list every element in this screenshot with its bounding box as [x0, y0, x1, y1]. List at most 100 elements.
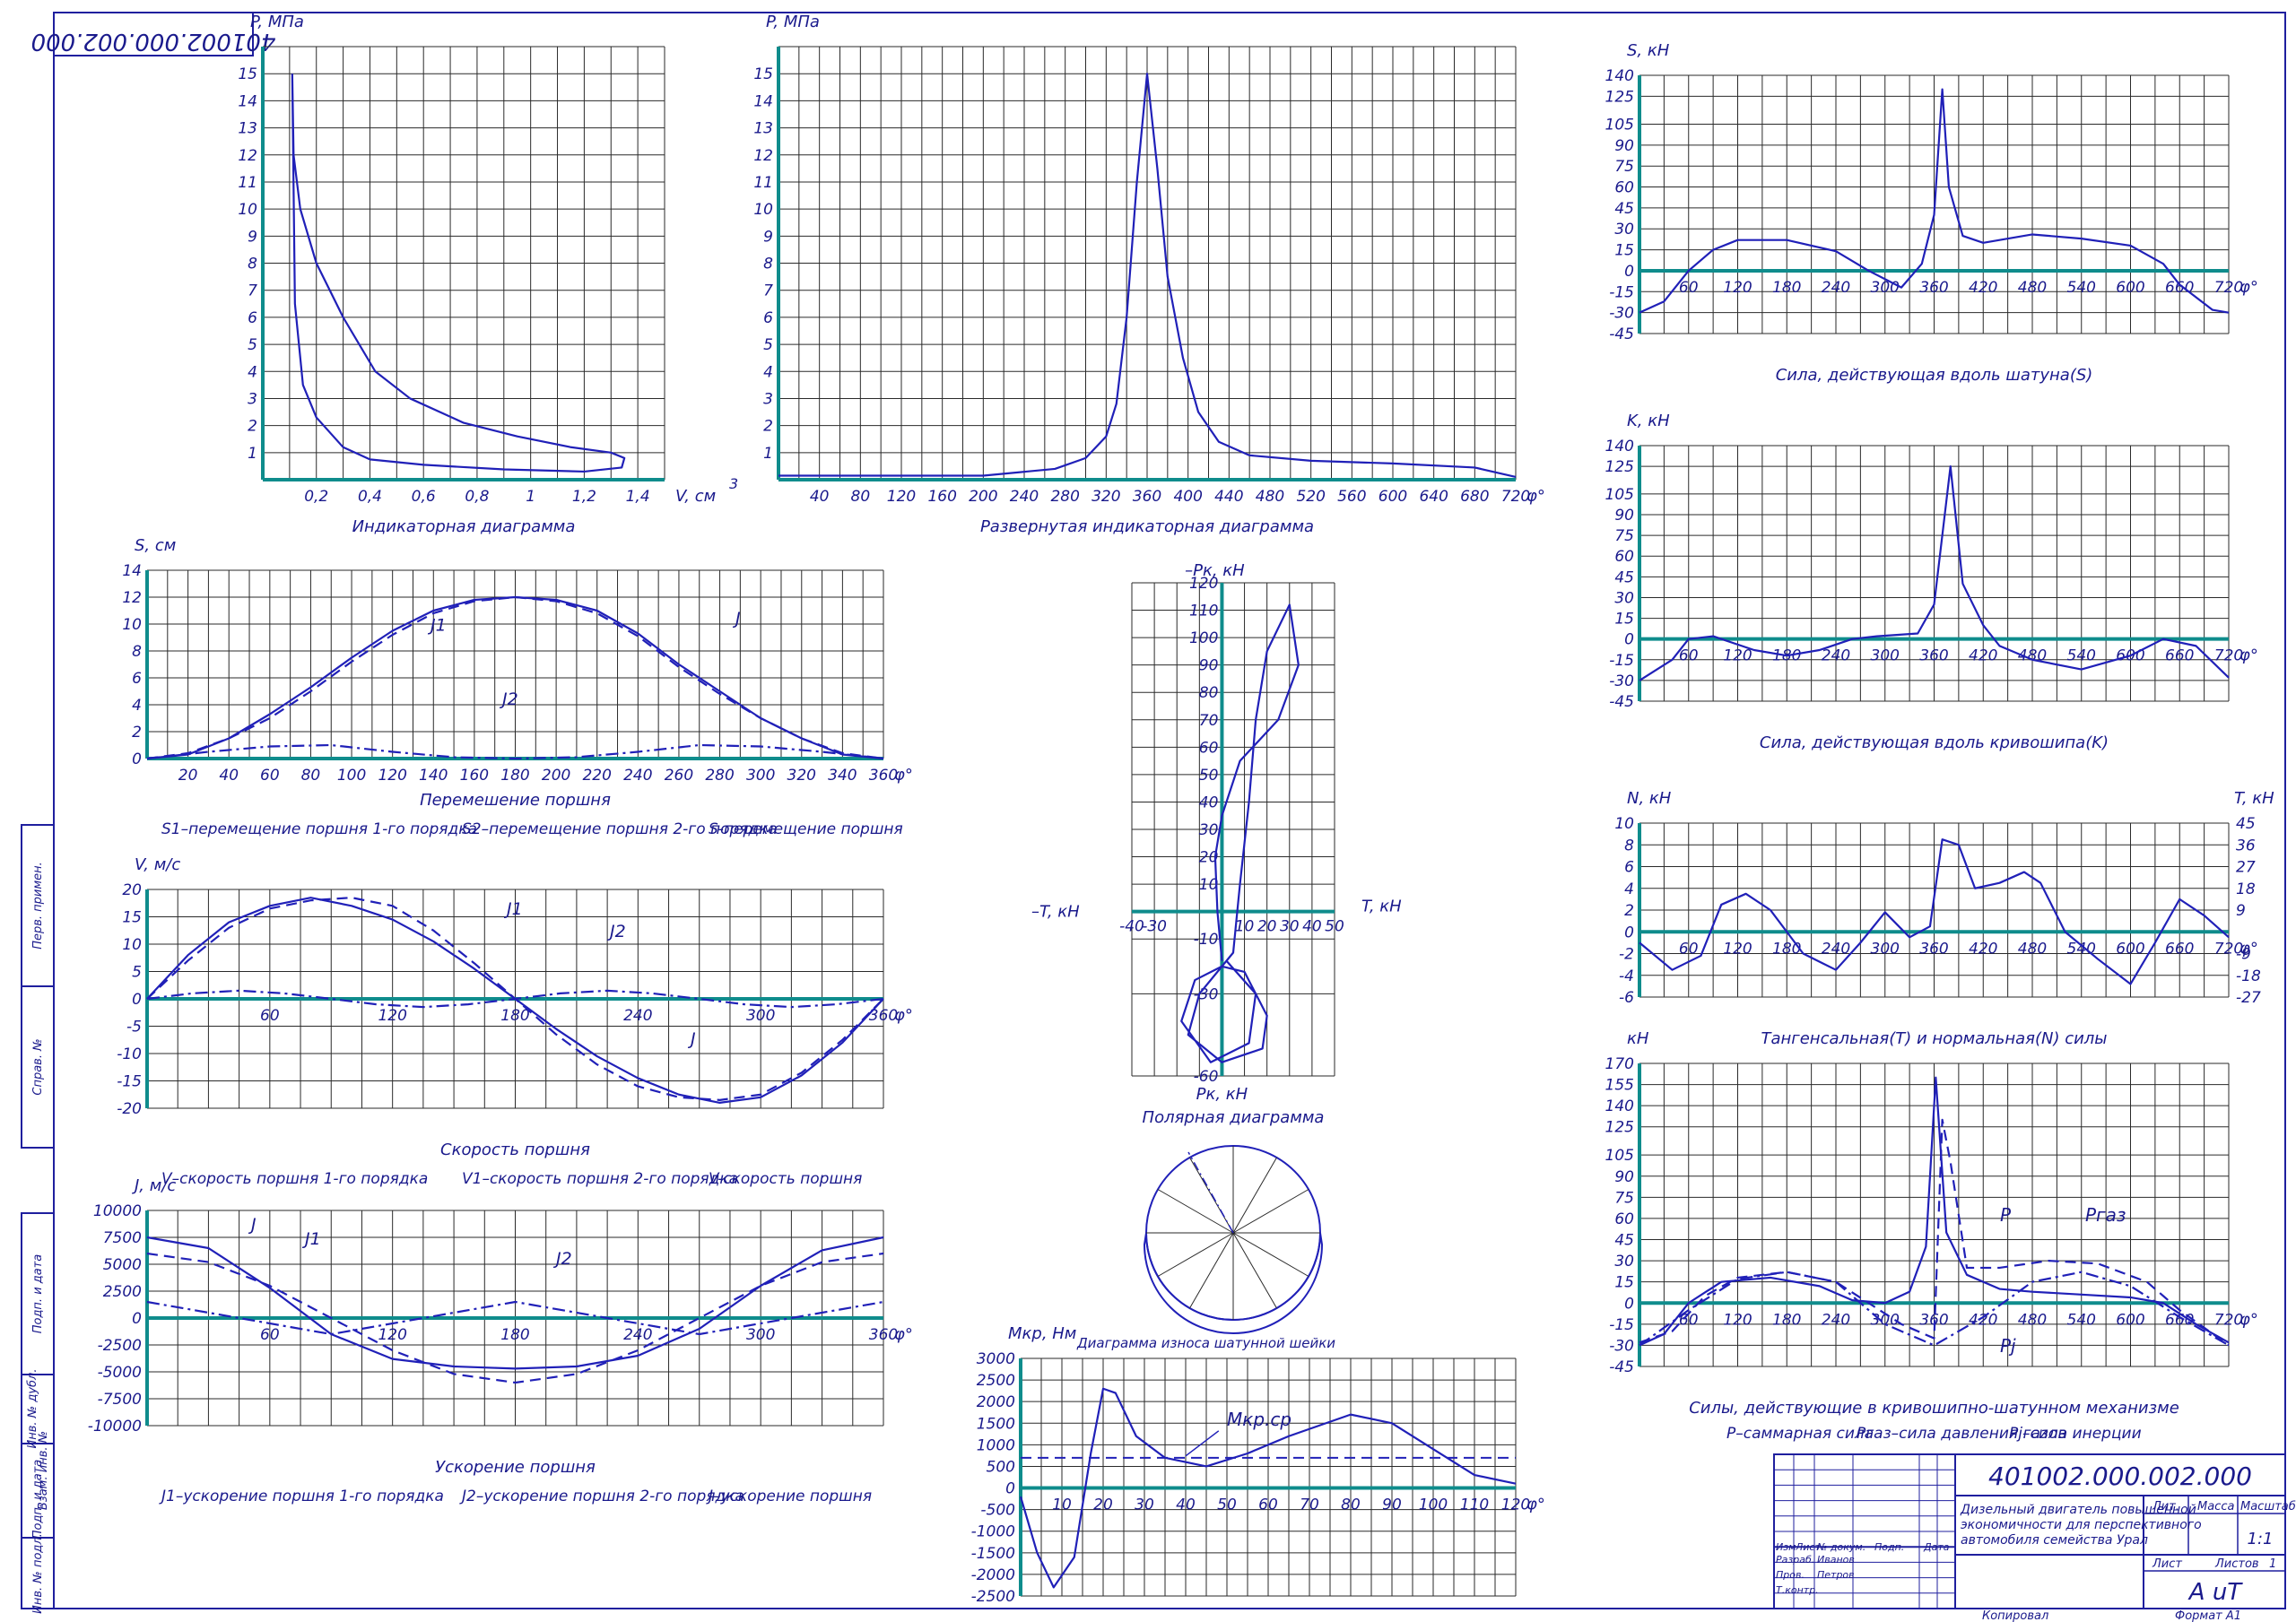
y-tick-label: -5 — [126, 1019, 142, 1037]
series-line-J2 — [146, 1300, 884, 1336]
x-tick-label: 520 — [1296, 488, 1325, 506]
chart-force_S: 60 120 180 240 300 360 420 480 540 600 660 720-45-3… — [1605, 41, 2258, 385]
x-tick-label: 240 — [1822, 940, 1850, 958]
y-tick-label: 90 — [1614, 507, 1634, 525]
y-tick-label: 10 — [753, 201, 773, 219]
y-right-tick-label: -9 — [2236, 946, 2251, 964]
legend-text: J–ускорение поршня — [706, 1488, 872, 1505]
sheet-frame — [53, 12, 2286, 1609]
chart-title: Ускорение поршня — [435, 1458, 596, 1477]
x-tick-label: 40 — [810, 488, 830, 506]
chart-crank_forces: 60 120 180 240 300 360 420 480 540 600 660 720-45-3… — [1605, 1029, 2258, 1443]
title-block-title: Дизельный двигатель повышенной — [1960, 1503, 2196, 1517]
x-axis-label: φ° — [894, 766, 913, 785]
y-tick-label: 11 — [238, 174, 257, 192]
x-tick-label: 360 — [1919, 279, 1948, 297]
x-tick-label: 360 — [1919, 940, 1948, 958]
series-line-V2 — [146, 989, 884, 1009]
y-tick-label: 30 — [1614, 221, 1634, 239]
y-tick-label: -2500 — [98, 1337, 142, 1355]
x-tick-label: 300 — [1871, 279, 1900, 297]
x-tick-label: 300 — [1871, 1311, 1900, 1329]
x-tick-label: -40 — [1119, 918, 1144, 936]
x-tick-label: 1,2 — [572, 488, 596, 506]
legend-text: V–скорость поршня 1-го порядка — [161, 1170, 428, 1188]
y-tick-label: 3000 — [977, 1350, 1015, 1368]
sheets-value: 1 — [2269, 1557, 2276, 1571]
chart-grid — [1639, 1063, 2230, 1367]
x-tick-label: 40 — [1302, 918, 1322, 936]
y-tick-label: -60 — [1194, 1068, 1219, 1086]
y-tick-label: 3 — [248, 390, 257, 408]
y-tick-label: 30 — [1199, 821, 1219, 839]
x-tick-label: 60 — [1679, 279, 1699, 297]
x-tick-label: 180 — [500, 1007, 529, 1025]
legend-text: S1–перемещение поршня 1-го порядка — [161, 820, 477, 838]
y-tick-label: 8 — [1624, 837, 1634, 854]
x-tick-label: 0,4 — [358, 488, 382, 506]
side-label: Взам. инв. № — [37, 1431, 50, 1510]
chart-grid — [262, 46, 665, 481]
y-tick-label: 90 — [1614, 137, 1634, 155]
y-tick-label: 110 — [1189, 603, 1218, 620]
y-tick-label: 6 — [763, 309, 773, 327]
title-block-name: Петров — [1817, 1569, 1855, 1581]
x-tick-label: 420 — [1969, 1311, 1997, 1329]
x-tick-label: 120 — [1501, 1496, 1530, 1514]
x-tick-label: 20 — [1257, 918, 1277, 936]
chart-polar: -40-30 10 20 30 40 50-60-30-10102030405060708… — [1031, 561, 1402, 1127]
y-tick-label: 105 — [1605, 486, 1634, 504]
x-tick-label: 80 — [301, 767, 321, 785]
wear-spoke — [1189, 1157, 1234, 1234]
series-line-J1 — [146, 1252, 884, 1384]
side-label: Инв. № подл. — [31, 1533, 45, 1614]
side-label: Подп. и дата — [31, 1460, 45, 1540]
wear-spoke — [1232, 1189, 1309, 1234]
y-tick-label: 8 — [763, 256, 773, 273]
x-tick-label: 600 — [2116, 279, 2144, 297]
copied-label: Копировал — [1982, 1609, 2048, 1622]
y-right-tick-label: 36 — [2236, 837, 2256, 854]
y-tick-label: 10 — [1199, 876, 1219, 894]
series-label-J: J — [687, 1029, 696, 1049]
x-tick-label: 320 — [1091, 488, 1120, 506]
y-tick-label: 60 — [1614, 548, 1634, 566]
x-tick-label: 720 — [2214, 1311, 2243, 1329]
y-tick-label: 60 — [1199, 739, 1219, 757]
title-block-title: экономичности для перспективного — [1961, 1518, 2202, 1532]
y-tick-label: -45 — [1609, 693, 1634, 711]
x-tick-label: 160 — [460, 767, 489, 785]
wear-spoke — [1189, 1232, 1234, 1309]
series-label-J: J — [248, 1215, 257, 1235]
legend-text: S2–перемещение поршня 2-го порядка — [462, 820, 778, 838]
y-tick-label: 30 — [1614, 1253, 1634, 1271]
y-tick-label: 6 — [132, 670, 142, 688]
x-tick-label: 20 — [178, 767, 198, 785]
y-tick-label: 5000 — [103, 1256, 142, 1274]
x-tick-label: 180 — [500, 767, 529, 785]
x-tick-label: 240 — [623, 1326, 652, 1344]
x-tick-label: 300 — [746, 1326, 775, 1344]
x-tick-label: 480 — [1256, 488, 1284, 506]
series-label-P: P — [2000, 1204, 2012, 1226]
chart-indicator: 0,2 0,4 0,6 0,8 1 1,2 1,4123456789101112131415… — [238, 13, 738, 536]
y-tick-label: 14 — [753, 92, 773, 110]
y-axis-label: N, кН — [1627, 789, 1672, 808]
y-tick-label: 105 — [1605, 116, 1634, 134]
series-line-Pгаз — [1639, 1118, 2230, 1347]
y-tick-label: 125 — [1605, 458, 1634, 476]
y-tick-label: -2000 — [971, 1566, 1015, 1584]
title-block-role: Т.контр. — [1776, 1584, 1819, 1596]
x-tick-label: 600 — [2116, 940, 2144, 958]
scale-label: Масштаб — [2240, 1500, 2296, 1514]
y-tick-label: -1000 — [971, 1523, 1015, 1541]
x-tick-label: 360 — [869, 1326, 898, 1344]
mass-label: Масса — [2197, 1500, 2234, 1514]
y-tick-label: 7500 — [103, 1229, 142, 1247]
x-tick-label: 120 — [378, 1326, 406, 1344]
x-tick-label: 40 — [219, 767, 239, 785]
y-tick-label: 120 — [1189, 575, 1218, 593]
y-axis-label: S, см — [135, 536, 176, 555]
y-tick-label: 0 — [1624, 263, 1634, 281]
